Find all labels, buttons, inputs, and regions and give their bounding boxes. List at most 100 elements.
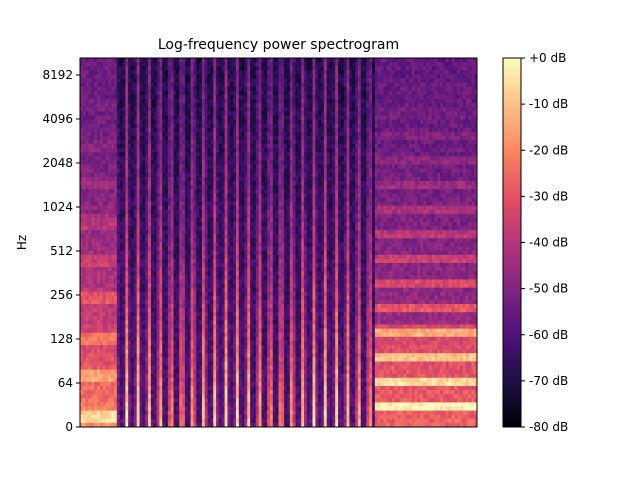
spectrogram-cell — [224, 299, 228, 305]
spectrogram-cell — [85, 148, 89, 153]
spectrogram-cell — [105, 263, 109, 268]
spectrogram-cell — [111, 328, 115, 334]
spectrogram-cell — [122, 316, 126, 321]
spectrogram-cell — [139, 381, 143, 387]
spectrogram-cell — [199, 357, 203, 362]
spectrogram-cell — [165, 267, 169, 272]
spectrogram-cell — [119, 107, 123, 112]
spectrogram-cell — [235, 86, 240, 92]
spectrogram-cell — [142, 373, 146, 379]
spectrogram-cell — [204, 332, 209, 338]
spectrogram-cell — [187, 234, 191, 239]
spectrogram-cell — [153, 226, 157, 231]
spectrogram-cell — [82, 82, 87, 88]
spectrogram-cell — [159, 58, 163, 63]
spectrogram-cell — [94, 406, 98, 411]
spectrogram-cell — [142, 316, 146, 321]
spectrogram-cell — [94, 156, 98, 161]
spectrogram-cell — [201, 398, 206, 403]
spectrogram-cell — [116, 172, 121, 178]
spectrogram-cell — [91, 295, 95, 301]
spectrogram-cell — [213, 164, 217, 170]
spectrogram-cell — [88, 410, 92, 416]
spectrogram-cell — [125, 144, 129, 149]
spectrogram-cell — [91, 390, 95, 395]
spectrogram-cell — [159, 279, 163, 284]
spectrogram-cell — [201, 418, 206, 424]
spectrogram-cell — [173, 94, 177, 100]
spectrogram-cell — [235, 197, 240, 202]
spectrogram-cell — [82, 349, 87, 354]
spectrogram-cell — [114, 111, 118, 116]
spectrogram-cell — [196, 230, 200, 235]
spectrogram-cell — [88, 140, 92, 145]
spectrogram-cell — [165, 230, 169, 235]
spectrogram-cell — [184, 386, 189, 391]
spectrogram-cell — [82, 230, 87, 235]
spectrogram-cell — [210, 123, 214, 129]
spectrogram-cell — [179, 172, 183, 178]
spectrogram-cell — [85, 422, 89, 427]
spectrogram-cell — [125, 373, 129, 379]
spectrogram-cell — [221, 332, 226, 338]
spectrogram-cell — [204, 127, 209, 133]
spectrogram-cell — [150, 336, 155, 342]
spectrogram-cell — [167, 148, 172, 153]
spectrogram-cell — [179, 422, 183, 427]
spectrogram-cell — [85, 185, 89, 190]
spectrogram-cell — [105, 295, 109, 301]
spectrogram-cell — [162, 181, 166, 186]
spectrogram-cell — [145, 373, 149, 379]
spectrogram-cell — [122, 127, 126, 133]
spectrogram-cell — [125, 119, 129, 124]
spectrogram-cell — [165, 308, 169, 313]
spectrogram-cell — [80, 271, 84, 276]
spectrogram-cell — [179, 349, 183, 354]
spectrogram-cell — [176, 295, 180, 301]
spectrogram-cell — [94, 250, 98, 256]
spectrogram-cell — [108, 181, 112, 186]
spectrogram-cell — [179, 254, 183, 260]
spectrogram-cell — [114, 86, 118, 92]
spectrogram-cell — [170, 152, 174, 157]
spectrogram-cell — [196, 144, 200, 149]
spectrogram-cell — [176, 386, 180, 391]
spectrogram-cell — [167, 70, 172, 75]
spectrogram-cell — [108, 226, 112, 231]
spectrogram-cell — [133, 402, 138, 407]
spectrogram-cell — [142, 99, 146, 104]
spectrogram-cell — [119, 267, 123, 272]
spectrogram-cell — [221, 275, 226, 280]
spectrogram-cell — [122, 70, 126, 75]
spectrogram-cell — [176, 398, 180, 403]
spectrogram-cell — [91, 172, 95, 178]
spectrogram-cell — [136, 127, 140, 133]
spectrogram-cell — [184, 234, 189, 239]
spectrogram-cell — [111, 140, 115, 145]
spectrogram-cell — [213, 90, 217, 96]
spectrogram-cell — [136, 222, 140, 227]
spectrogram-cell — [122, 238, 126, 243]
spectrogram-cell — [97, 156, 101, 161]
spectrogram-cell — [139, 123, 143, 129]
spectrogram-cell — [97, 94, 101, 100]
spectrogram-cell — [88, 324, 92, 329]
spectrogram-cell — [85, 111, 89, 116]
spectrogram-cell — [82, 422, 87, 427]
spectrogram-cell — [119, 189, 123, 194]
spectrogram-cell — [224, 369, 228, 375]
spectrogram-cell — [184, 340, 189, 346]
spectrogram-cell — [91, 271, 95, 276]
spectrogram-cell — [182, 82, 186, 88]
spectrogram-cell — [114, 349, 118, 354]
spectrogram-cell — [111, 201, 115, 206]
spectrogram-cell — [145, 250, 149, 256]
spectrogram-cell — [125, 242, 129, 247]
spectrogram-cell — [221, 369, 226, 375]
spectrogram-cell — [116, 295, 121, 301]
spectrogram-cell — [159, 226, 163, 231]
spectrogram-cell — [201, 70, 206, 75]
spectrogram-cell — [170, 234, 174, 239]
spectrogram-cell — [207, 312, 211, 317]
spectrogram-cell — [213, 390, 217, 395]
